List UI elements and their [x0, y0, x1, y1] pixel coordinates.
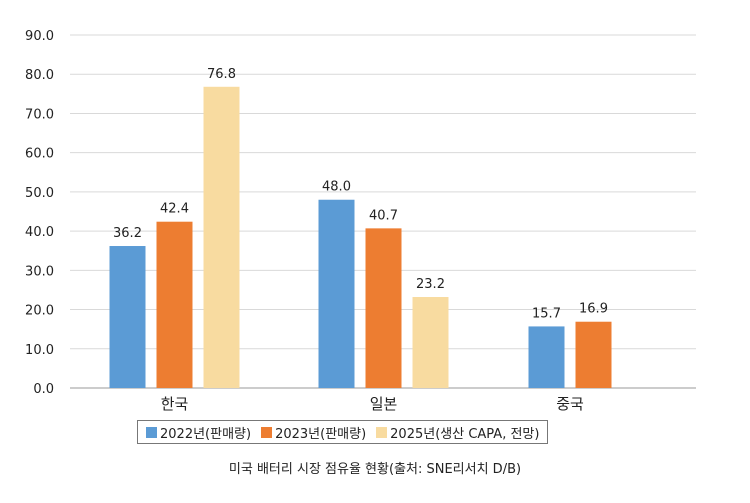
x-axis-categories: 한국 일본 중국: [161, 395, 584, 413]
legend-swatch-2022: [146, 426, 157, 438]
data-labels: 36.2 42.4 76.8 48.0 40.7 23.2 15.7 16.9: [113, 67, 608, 322]
legend-label-2023: 2023년(판매량): [275, 426, 367, 442]
data-label-한국-series-3: 76.8: [207, 67, 236, 82]
y-tick-label-50: 50.0: [25, 186, 54, 201]
y-tick-label-10: 10.0: [25, 343, 54, 358]
legend: 2022년(판매량) 2023년(판매량) 2025년(생산 CAPA, 전망): [137, 420, 549, 444]
bar-일본-series-3: [412, 297, 449, 388]
bars: [109, 86, 612, 389]
bar-일본-series-2: [365, 228, 402, 388]
bar-중국-series-2: [575, 321, 612, 388]
legend-label-2025: 2025년(생산 CAPA, 전망): [390, 426, 540, 442]
y-axis-ticks: 0.0 10.0 20.0 30.0 40.0 50.0 60.0 70.0 80.0 90.0: [25, 29, 54, 397]
data-label-중국-series-1: 15.7: [532, 306, 561, 321]
y-tick-label-20: 20.0: [25, 304, 54, 319]
data-label-일본-series-2: 40.7: [369, 208, 398, 223]
legend-swatch-2023: [261, 426, 273, 438]
y-tick-label-60: 60.0: [25, 147, 54, 162]
data-label-한국-series-2: 42.4: [160, 202, 189, 217]
legend-label-2022: 2022년(판매량): [160, 426, 252, 442]
data-label-한국-series-1: 36.2: [113, 226, 142, 241]
data-label-일본-series-1: 48.0: [322, 180, 351, 195]
y-tick-label-90: 90.0: [25, 29, 54, 44]
legend-item-2022: 2022년(판매량): [146, 423, 251, 442]
bar-한국-series-2: [156, 221, 193, 388]
y-tick-label-70: 70.0: [25, 107, 54, 122]
y-tick-label-40: 40.0: [25, 225, 54, 240]
x-category-label-중국: 중국: [556, 395, 584, 413]
x-category-label-일본: 일본: [370, 395, 398, 413]
y-tick-label-30: 30.0: [25, 264, 54, 279]
x-category-label-한국: 한국: [161, 395, 189, 413]
legend-item-2025: 2025년(생산 CAPA, 전망): [376, 423, 539, 442]
y-tick-label-0: 0.0: [33, 382, 54, 397]
data-label-중국-series-2: 16.9: [579, 302, 608, 317]
bar-한국-series-3: [203, 86, 240, 389]
bar-한국-series-1: [109, 246, 146, 388]
bar-일본-series-1: [318, 199, 355, 388]
chart-caption: 미국 배터리 시장 점유율 현황(출처: SNE리서치 D/B): [228, 462, 522, 477]
data-label-일본-series-3: 23.2: [416, 277, 445, 292]
legend-item-2023: 2023년(판매량): [261, 423, 366, 442]
legend-swatch-2025: [376, 426, 388, 438]
y-tick-label-80: 80.0: [25, 68, 54, 83]
bar-중국-series-1: [528, 326, 565, 388]
market-share-bar-chart: 0.010.020.030.040.050.060.070.080.090.0 …: [25, 29, 696, 413]
